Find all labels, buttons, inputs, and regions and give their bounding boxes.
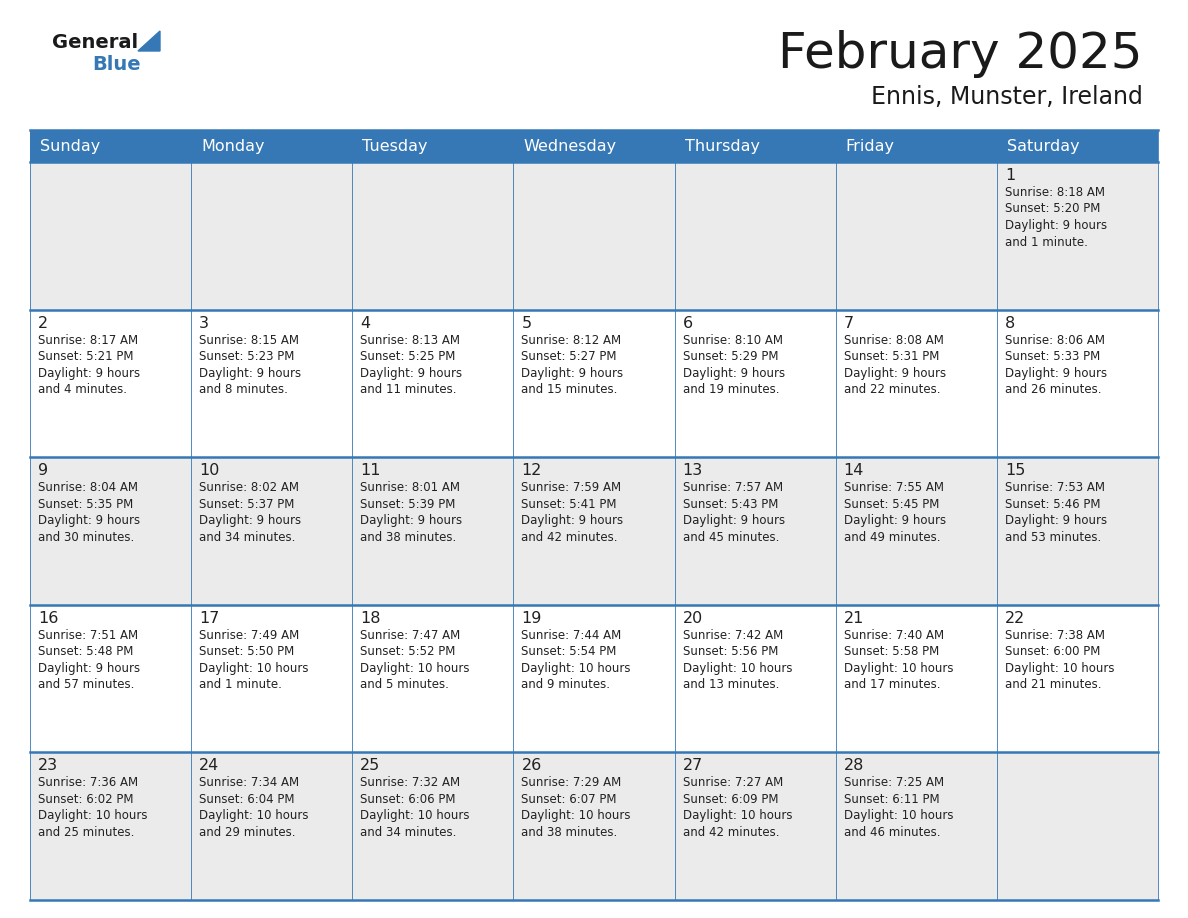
Text: Sunrise: 7:53 AM
Sunset: 5:46 PM
Daylight: 9 hours
and 53 minutes.: Sunrise: 7:53 AM Sunset: 5:46 PM Dayligh… bbox=[1005, 481, 1107, 543]
Text: 12: 12 bbox=[522, 464, 542, 478]
FancyBboxPatch shape bbox=[30, 309, 1158, 457]
FancyBboxPatch shape bbox=[835, 130, 997, 162]
Text: Sunrise: 7:57 AM
Sunset: 5:43 PM
Daylight: 9 hours
and 45 minutes.: Sunrise: 7:57 AM Sunset: 5:43 PM Dayligh… bbox=[683, 481, 785, 543]
Text: Sunrise: 8:02 AM
Sunset: 5:37 PM
Daylight: 9 hours
and 34 minutes.: Sunrise: 8:02 AM Sunset: 5:37 PM Dayligh… bbox=[200, 481, 302, 543]
Text: Sunrise: 7:44 AM
Sunset: 5:54 PM
Daylight: 10 hours
and 9 minutes.: Sunrise: 7:44 AM Sunset: 5:54 PM Dayligh… bbox=[522, 629, 631, 691]
Text: Sunrise: 7:34 AM
Sunset: 6:04 PM
Daylight: 10 hours
and 29 minutes.: Sunrise: 7:34 AM Sunset: 6:04 PM Dayligh… bbox=[200, 777, 309, 839]
Text: 11: 11 bbox=[360, 464, 381, 478]
Text: Sunrise: 8:12 AM
Sunset: 5:27 PM
Daylight: 9 hours
and 15 minutes.: Sunrise: 8:12 AM Sunset: 5:27 PM Dayligh… bbox=[522, 333, 624, 396]
Text: 25: 25 bbox=[360, 758, 380, 773]
Text: Sunrise: 8:13 AM
Sunset: 5:25 PM
Daylight: 9 hours
and 11 minutes.: Sunrise: 8:13 AM Sunset: 5:25 PM Dayligh… bbox=[360, 333, 462, 396]
FancyBboxPatch shape bbox=[353, 130, 513, 162]
Text: Wednesday: Wednesday bbox=[524, 139, 617, 153]
FancyBboxPatch shape bbox=[513, 130, 675, 162]
Text: 4: 4 bbox=[360, 316, 371, 330]
Text: Sunrise: 8:08 AM
Sunset: 5:31 PM
Daylight: 9 hours
and 22 minutes.: Sunrise: 8:08 AM Sunset: 5:31 PM Dayligh… bbox=[843, 333, 946, 396]
Text: Sunrise: 8:10 AM
Sunset: 5:29 PM
Daylight: 9 hours
and 19 minutes.: Sunrise: 8:10 AM Sunset: 5:29 PM Dayligh… bbox=[683, 333, 785, 396]
Text: 2: 2 bbox=[38, 316, 49, 330]
Text: Sunrise: 8:18 AM
Sunset: 5:20 PM
Daylight: 9 hours
and 1 minute.: Sunrise: 8:18 AM Sunset: 5:20 PM Dayligh… bbox=[1005, 186, 1107, 249]
Text: Blue: Blue bbox=[91, 55, 140, 74]
FancyBboxPatch shape bbox=[30, 753, 1158, 900]
Text: Thursday: Thursday bbox=[684, 139, 759, 153]
Text: Sunrise: 8:06 AM
Sunset: 5:33 PM
Daylight: 9 hours
and 26 minutes.: Sunrise: 8:06 AM Sunset: 5:33 PM Dayligh… bbox=[1005, 333, 1107, 396]
Text: Sunday: Sunday bbox=[40, 139, 100, 153]
Text: Sunrise: 7:29 AM
Sunset: 6:07 PM
Daylight: 10 hours
and 38 minutes.: Sunrise: 7:29 AM Sunset: 6:07 PM Dayligh… bbox=[522, 777, 631, 839]
Text: 18: 18 bbox=[360, 610, 381, 626]
FancyBboxPatch shape bbox=[675, 130, 835, 162]
Text: 20: 20 bbox=[683, 610, 703, 626]
Text: 19: 19 bbox=[522, 610, 542, 626]
Text: 28: 28 bbox=[843, 758, 864, 773]
Text: 26: 26 bbox=[522, 758, 542, 773]
FancyBboxPatch shape bbox=[997, 130, 1158, 162]
Text: 27: 27 bbox=[683, 758, 703, 773]
Text: 9: 9 bbox=[38, 464, 49, 478]
Text: Sunrise: 7:47 AM
Sunset: 5:52 PM
Daylight: 10 hours
and 5 minutes.: Sunrise: 7:47 AM Sunset: 5:52 PM Dayligh… bbox=[360, 629, 469, 691]
Text: Sunrise: 8:01 AM
Sunset: 5:39 PM
Daylight: 9 hours
and 38 minutes.: Sunrise: 8:01 AM Sunset: 5:39 PM Dayligh… bbox=[360, 481, 462, 543]
Text: Sunrise: 7:49 AM
Sunset: 5:50 PM
Daylight: 10 hours
and 1 minute.: Sunrise: 7:49 AM Sunset: 5:50 PM Dayligh… bbox=[200, 629, 309, 691]
Text: 24: 24 bbox=[200, 758, 220, 773]
Text: General: General bbox=[52, 33, 138, 52]
Text: Sunrise: 7:42 AM
Sunset: 5:56 PM
Daylight: 10 hours
and 13 minutes.: Sunrise: 7:42 AM Sunset: 5:56 PM Dayligh… bbox=[683, 629, 792, 691]
Text: Sunrise: 7:27 AM
Sunset: 6:09 PM
Daylight: 10 hours
and 42 minutes.: Sunrise: 7:27 AM Sunset: 6:09 PM Dayligh… bbox=[683, 777, 792, 839]
Text: Sunrise: 7:38 AM
Sunset: 6:00 PM
Daylight: 10 hours
and 21 minutes.: Sunrise: 7:38 AM Sunset: 6:00 PM Dayligh… bbox=[1005, 629, 1114, 691]
Text: Sunrise: 8:15 AM
Sunset: 5:23 PM
Daylight: 9 hours
and 8 minutes.: Sunrise: 8:15 AM Sunset: 5:23 PM Dayligh… bbox=[200, 333, 302, 396]
Text: 15: 15 bbox=[1005, 464, 1025, 478]
Text: Sunrise: 8:17 AM
Sunset: 5:21 PM
Daylight: 9 hours
and 4 minutes.: Sunrise: 8:17 AM Sunset: 5:21 PM Dayligh… bbox=[38, 333, 140, 396]
Text: 16: 16 bbox=[38, 610, 58, 626]
Text: 10: 10 bbox=[200, 464, 220, 478]
Text: Sunrise: 7:25 AM
Sunset: 6:11 PM
Daylight: 10 hours
and 46 minutes.: Sunrise: 7:25 AM Sunset: 6:11 PM Dayligh… bbox=[843, 777, 953, 839]
Text: 6: 6 bbox=[683, 316, 693, 330]
FancyBboxPatch shape bbox=[30, 162, 1158, 309]
Text: February 2025: February 2025 bbox=[778, 30, 1143, 78]
FancyBboxPatch shape bbox=[30, 457, 1158, 605]
Text: Sunrise: 7:51 AM
Sunset: 5:48 PM
Daylight: 9 hours
and 57 minutes.: Sunrise: 7:51 AM Sunset: 5:48 PM Dayligh… bbox=[38, 629, 140, 691]
Text: 21: 21 bbox=[843, 610, 864, 626]
FancyBboxPatch shape bbox=[191, 130, 353, 162]
Text: Tuesday: Tuesday bbox=[362, 139, 428, 153]
Text: 5: 5 bbox=[522, 316, 531, 330]
FancyBboxPatch shape bbox=[30, 605, 1158, 753]
Text: Sunrise: 7:40 AM
Sunset: 5:58 PM
Daylight: 10 hours
and 17 minutes.: Sunrise: 7:40 AM Sunset: 5:58 PM Dayligh… bbox=[843, 629, 953, 691]
Text: Sunrise: 7:36 AM
Sunset: 6:02 PM
Daylight: 10 hours
and 25 minutes.: Sunrise: 7:36 AM Sunset: 6:02 PM Dayligh… bbox=[38, 777, 147, 839]
Text: Saturday: Saturday bbox=[1007, 139, 1080, 153]
Text: 14: 14 bbox=[843, 464, 864, 478]
Text: 8: 8 bbox=[1005, 316, 1015, 330]
Text: Friday: Friday bbox=[846, 139, 895, 153]
Polygon shape bbox=[138, 31, 160, 51]
Text: 22: 22 bbox=[1005, 610, 1025, 626]
Text: Sunrise: 7:55 AM
Sunset: 5:45 PM
Daylight: 9 hours
and 49 minutes.: Sunrise: 7:55 AM Sunset: 5:45 PM Dayligh… bbox=[843, 481, 946, 543]
Text: 3: 3 bbox=[200, 316, 209, 330]
FancyBboxPatch shape bbox=[30, 130, 191, 162]
Text: Sunrise: 8:04 AM
Sunset: 5:35 PM
Daylight: 9 hours
and 30 minutes.: Sunrise: 8:04 AM Sunset: 5:35 PM Dayligh… bbox=[38, 481, 140, 543]
Text: Sunrise: 7:59 AM
Sunset: 5:41 PM
Daylight: 9 hours
and 42 minutes.: Sunrise: 7:59 AM Sunset: 5:41 PM Dayligh… bbox=[522, 481, 624, 543]
Text: 13: 13 bbox=[683, 464, 703, 478]
Text: Monday: Monday bbox=[201, 139, 265, 153]
Text: 23: 23 bbox=[38, 758, 58, 773]
Text: 1: 1 bbox=[1005, 168, 1015, 183]
Text: Sunrise: 7:32 AM
Sunset: 6:06 PM
Daylight: 10 hours
and 34 minutes.: Sunrise: 7:32 AM Sunset: 6:06 PM Dayligh… bbox=[360, 777, 469, 839]
Text: Ennis, Munster, Ireland: Ennis, Munster, Ireland bbox=[871, 85, 1143, 109]
Text: 17: 17 bbox=[200, 610, 220, 626]
Text: 7: 7 bbox=[843, 316, 854, 330]
